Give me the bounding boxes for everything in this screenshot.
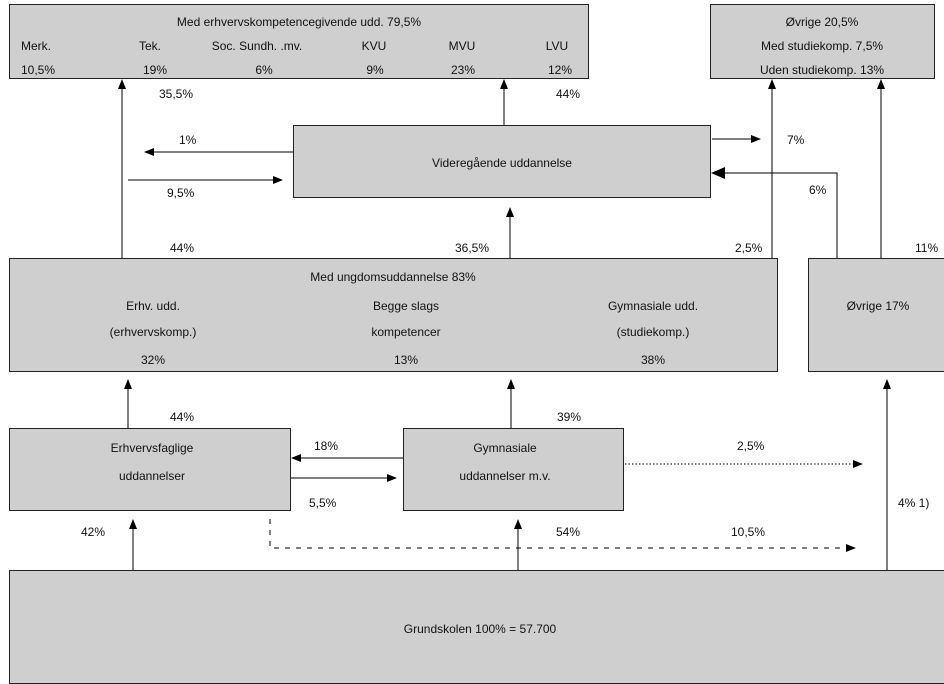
grundskolen-label: Grundskolen 100% = 57.700	[403, 622, 557, 636]
arrow-grund-dashed	[269, 519, 856, 552]
flow-label-oevrige-to-vid: 6%	[809, 183, 827, 197]
box-gymnasiale	[403, 428, 624, 511]
column-label-tek: Tek.	[138, 39, 162, 53]
gymnasiale-line1: Gymnasiale	[473, 441, 537, 455]
column-value-soc: 6%	[255, 63, 273, 77]
column-label-merk: Merk.	[21, 39, 51, 53]
arrow-oevrige-to-vid	[711, 167, 838, 258]
column-label-mvu: MVU	[448, 39, 476, 53]
flow-label-grund-to-erhv: 42%	[81, 525, 106, 539]
column-value-merk: 10,5%	[20, 63, 56, 77]
ungdom-col2-line1: Begge slags	[372, 299, 440, 313]
column-value-kvu: 9%	[366, 63, 384, 77]
box-erhvervskompetencegivende	[9, 4, 589, 79]
flow-label-vid-to-top: 44%	[556, 87, 581, 101]
oevrige-top-line2: Med studiekomp. 7,5%	[760, 39, 884, 53]
oevrige-top-line1: Øvrige 20,5%	[785, 15, 859, 29]
flow-label-vid-to-oevrige: 7%	[787, 133, 805, 147]
erhvervsfaglige-line2: uddannelser	[118, 469, 186, 483]
flow-label-grund-to-gym: 54%	[556, 525, 581, 539]
flow-label-ung-to-vid: 36,5%	[455, 241, 490, 255]
flow-label-erhv-to-gym: 5,5%	[309, 496, 337, 510]
flow-label-vid-in-left: 9,5%	[167, 186, 195, 200]
videregaaende-label: Videregående uddannelse	[432, 156, 572, 170]
flow-label-oevrige-to-top: 11%	[915, 241, 939, 255]
flow-label-erhv-to-top: 35,5%	[159, 87, 194, 101]
flow-label-ung-to-top-left: 44%	[170, 241, 195, 255]
flow-label-gym-dotted: 2,5%	[737, 439, 765, 453]
ungdom-title: Med ungdomsuddannelse 83%	[310, 270, 476, 284]
ungdom-col2-value: 13%	[393, 353, 419, 367]
ungdom-col3-value: 38%	[640, 353, 666, 367]
ungdom-col3-line2: (studiekomp.)	[616, 325, 690, 339]
box-erhvervsfaglige	[9, 428, 291, 511]
box-videregaaende	[293, 125, 711, 198]
erhvervsfaglige-line1: Erhvervsfaglige	[110, 441, 194, 455]
column-value-tek: 19%	[142, 63, 168, 77]
flow-label-ung-to-oevrige-top: 2,5%	[735, 241, 763, 255]
ungdom-col3-line1: Gymnasiale udd.	[607, 299, 699, 313]
flow-label-gym-to-ung: 39%	[557, 410, 582, 424]
ungdom-col1-line2: (erhvervskomp.)	[109, 325, 197, 339]
column-label-kvu: KVU	[361, 39, 387, 53]
oevrige-mid-label: Øvrige 17%	[846, 299, 910, 313]
box-oevrige-mid	[808, 258, 944, 372]
flow-label-erhv-to-ung: 44%	[170, 410, 195, 424]
box-oevrige-top	[710, 4, 935, 79]
column-value-mvu: 23%	[450, 63, 476, 77]
ungdom-col1-line1: Erhv. udd.	[126, 299, 180, 313]
flow-label-vid-out-left: 1%	[179, 133, 197, 147]
flow-label-grund-to-oevrige: 4% 1)	[898, 496, 930, 510]
column-label-lvu: LVU	[545, 39, 569, 53]
flow-label-gym-to-erhv: 18%	[314, 439, 339, 453]
gymnasiale-line2: uddannelser m.v.	[459, 469, 551, 483]
oevrige-top-line3: Uden studiekomp. 13%	[759, 63, 885, 77]
flow-label-grund-dashed: 10,5%	[731, 525, 766, 539]
column-label-soc: Soc. Sundh. .mv.	[211, 39, 303, 53]
erhverv-title: Med erhvervskompetencegivende udd. 79,5%	[176, 15, 422, 29]
column-value-lvu: 12%	[547, 63, 573, 77]
ungdom-col2-line2: kompetencer	[371, 325, 441, 339]
box-ungdomsuddannelse	[9, 258, 778, 372]
ungdom-col1-value: 32%	[140, 353, 166, 367]
